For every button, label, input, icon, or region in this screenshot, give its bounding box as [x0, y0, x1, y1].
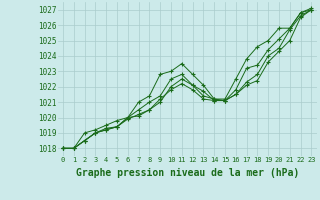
X-axis label: Graphe pression niveau de la mer (hPa): Graphe pression niveau de la mer (hPa)	[76, 168, 299, 178]
